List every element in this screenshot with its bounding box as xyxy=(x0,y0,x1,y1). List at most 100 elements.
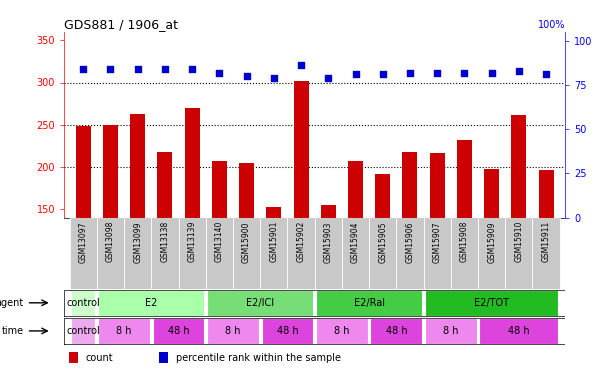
Point xyxy=(405,69,415,75)
Bar xyxy=(451,217,478,289)
Text: time: time xyxy=(2,326,24,336)
Text: 8 h: 8 h xyxy=(116,326,132,336)
Bar xyxy=(207,290,313,316)
Bar xyxy=(207,318,259,344)
Bar xyxy=(239,163,254,336)
Bar xyxy=(159,352,169,363)
Bar xyxy=(457,140,472,336)
Bar xyxy=(423,217,451,289)
Text: GSM15908: GSM15908 xyxy=(460,221,469,262)
Bar xyxy=(505,217,533,289)
Text: GSM15911: GSM15911 xyxy=(541,221,551,262)
Text: 100%: 100% xyxy=(538,20,565,30)
Point xyxy=(160,66,170,72)
Text: GSM15905: GSM15905 xyxy=(378,221,387,262)
Bar xyxy=(130,114,145,336)
Point xyxy=(296,63,306,69)
Text: 48 h: 48 h xyxy=(386,326,407,336)
Bar xyxy=(370,318,422,344)
Bar xyxy=(316,318,368,344)
Bar xyxy=(321,205,336,336)
Text: GDS881 / 1906_at: GDS881 / 1906_at xyxy=(64,18,178,31)
Bar xyxy=(369,217,397,289)
Text: 48 h: 48 h xyxy=(277,326,298,336)
Text: 48 h: 48 h xyxy=(167,326,189,336)
Bar xyxy=(98,290,205,316)
Text: GSM13140: GSM13140 xyxy=(215,221,224,262)
Bar xyxy=(425,318,477,344)
Point xyxy=(433,69,442,75)
Text: E2/ICI: E2/ICI xyxy=(246,298,274,308)
Text: GSM13098: GSM13098 xyxy=(106,221,115,262)
Bar xyxy=(71,318,95,344)
Point xyxy=(78,66,88,72)
Bar xyxy=(262,318,313,344)
Text: GSM15907: GSM15907 xyxy=(433,221,442,262)
Bar xyxy=(206,217,233,289)
Text: GSM13138: GSM13138 xyxy=(161,221,169,262)
Bar xyxy=(425,290,558,316)
Bar xyxy=(478,217,505,289)
Bar xyxy=(260,217,287,289)
Text: GSM13099: GSM13099 xyxy=(133,221,142,262)
Point xyxy=(378,71,387,77)
Bar xyxy=(124,217,152,289)
Text: agent: agent xyxy=(0,298,24,308)
Bar xyxy=(76,126,90,336)
Text: GSM15901: GSM15901 xyxy=(269,221,279,262)
Bar xyxy=(342,217,369,289)
Bar xyxy=(293,81,309,336)
Text: 48 h: 48 h xyxy=(508,326,530,336)
Point xyxy=(133,66,142,72)
Text: GSM15906: GSM15906 xyxy=(406,221,414,262)
Text: 8 h: 8 h xyxy=(225,326,241,336)
Text: GSM15904: GSM15904 xyxy=(351,221,360,262)
Text: GSM13097: GSM13097 xyxy=(79,221,88,262)
Point xyxy=(269,75,279,81)
Text: E2: E2 xyxy=(145,298,158,308)
Bar xyxy=(69,352,78,363)
Bar xyxy=(397,217,423,289)
Text: GSM15903: GSM15903 xyxy=(324,221,333,262)
Point xyxy=(487,69,497,75)
Bar xyxy=(511,116,526,336)
Bar xyxy=(539,170,554,336)
Point xyxy=(351,71,360,77)
Bar xyxy=(316,290,422,316)
Bar xyxy=(375,174,390,336)
Point xyxy=(323,75,333,81)
Bar xyxy=(152,217,178,289)
Point xyxy=(106,66,115,72)
Bar xyxy=(266,207,281,336)
Bar xyxy=(430,153,445,336)
Text: count: count xyxy=(86,352,113,363)
Point xyxy=(459,69,469,75)
Point xyxy=(187,66,197,72)
Text: control: control xyxy=(67,298,100,308)
Bar xyxy=(158,152,172,336)
Point xyxy=(541,71,551,77)
Text: 8 h: 8 h xyxy=(443,326,459,336)
Text: 8 h: 8 h xyxy=(334,326,349,336)
Text: E2/TOT: E2/TOT xyxy=(474,298,509,308)
Text: GSM15902: GSM15902 xyxy=(296,221,306,262)
Bar xyxy=(233,217,260,289)
Bar xyxy=(71,290,95,316)
Bar xyxy=(315,217,342,289)
Text: control: control xyxy=(67,326,100,336)
Text: GSM13139: GSM13139 xyxy=(188,221,197,262)
Bar xyxy=(480,318,558,344)
Bar xyxy=(70,217,97,289)
Bar xyxy=(484,169,499,336)
Bar xyxy=(212,161,227,336)
Point xyxy=(214,69,224,75)
Bar xyxy=(103,124,118,336)
Bar xyxy=(178,217,206,289)
Bar xyxy=(287,217,315,289)
Bar xyxy=(98,318,150,344)
Bar xyxy=(403,152,417,336)
Text: E2/Ral: E2/Ral xyxy=(354,298,384,308)
Bar xyxy=(348,161,363,336)
Text: GSM15909: GSM15909 xyxy=(487,221,496,262)
Bar xyxy=(153,318,205,344)
